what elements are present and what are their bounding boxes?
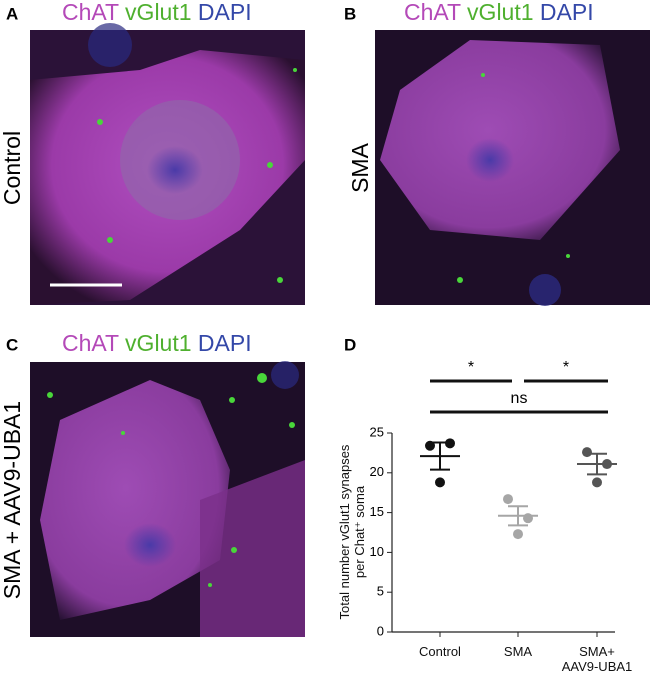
y-tick-label: 5 [377, 584, 384, 599]
x-tick-label: SMA [503, 644, 533, 659]
stain-legend: ChAT vGlut1 DAPI [404, 0, 594, 25]
stain-name: ChAT [404, 0, 461, 25]
y-tick-label: 15 [370, 504, 384, 519]
error-bar [508, 505, 528, 527]
significance-label: ns [511, 390, 528, 407]
significance-label: * [468, 359, 474, 376]
significance-label: * [563, 359, 569, 376]
micrograph-a [30, 23, 305, 305]
stain-legend: ChAT vGlut1 DAPI [62, 0, 252, 25]
panel-label: SMA + AAV9-UBA1 [0, 401, 25, 599]
data-point [523, 513, 533, 524]
stain-name: vGlut1 [119, 330, 192, 356]
stain-name: ChAT [62, 0, 119, 25]
y-tick-label: 0 [377, 623, 384, 638]
stain-legend: ChAT vGlut1 DAPI [62, 330, 252, 356]
panel-label: SMA [347, 142, 373, 193]
stain-name: vGlut1 [461, 0, 534, 25]
panel-label: Control [0, 131, 25, 205]
y-tick-label: 25 [370, 424, 384, 439]
panel-letter: A [6, 4, 18, 23]
x-tick-label: Control [419, 644, 461, 659]
panel-letter: C [6, 335, 18, 354]
stain-name: DAPI [534, 0, 594, 25]
micrograph-c [30, 361, 305, 637]
panel-letter: D [344, 335, 356, 354]
micrograph-b [375, 30, 650, 306]
panel-letter: B [344, 4, 356, 23]
stain-name: DAPI [192, 330, 252, 356]
error-bar [587, 452, 607, 476]
x-tick-label: SMA+ AAV9-UBA1 [561, 644, 633, 674]
stain-name: ChAT [62, 330, 119, 356]
data-point [582, 447, 592, 458]
data-point [513, 529, 523, 540]
data-point [435, 477, 445, 488]
stain-name: DAPI [192, 0, 252, 25]
data-point [592, 477, 602, 488]
y-tick-label: 10 [370, 544, 384, 559]
data-point [503, 494, 513, 505]
y-axis-label: Total number vGlut1 synapses per Chat⁺ s… [337, 444, 367, 620]
error-bar [430, 441, 450, 471]
stain-name: vGlut1 [119, 0, 192, 25]
y-tick-label: 20 [370, 464, 384, 479]
